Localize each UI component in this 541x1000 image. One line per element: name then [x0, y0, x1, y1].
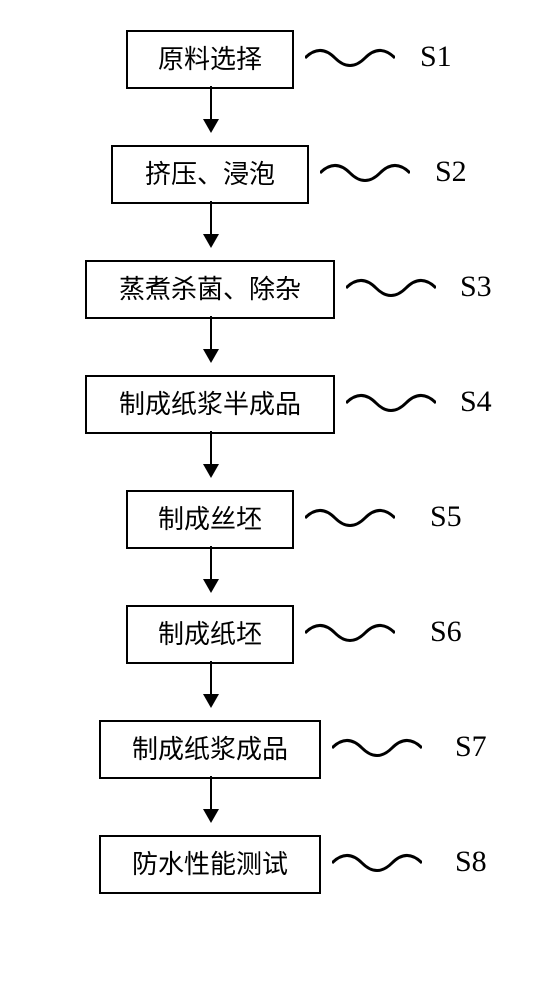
- box-label: 蒸煮杀菌、除杂: [119, 275, 301, 304]
- step-label: S4: [460, 385, 492, 419]
- squiggle-connector: [332, 843, 422, 883]
- step-label: S6: [430, 615, 462, 649]
- box-s3: 蒸煮杀菌、除杂: [85, 260, 335, 319]
- step-label: S3: [460, 270, 492, 304]
- box-label: 制成丝坯: [158, 505, 262, 534]
- step-label: S8: [455, 845, 487, 879]
- box-s7: 制成纸浆成品: [99, 720, 321, 779]
- box-s4: 制成纸浆半成品: [85, 375, 335, 434]
- arrow: [210, 661, 212, 706]
- arrow: [210, 776, 212, 821]
- box-label: 挤压、浸泡: [145, 160, 275, 189]
- box-s5: 制成丝坯: [126, 490, 294, 549]
- squiggle-connector: [305, 498, 395, 538]
- arrow: [210, 201, 212, 246]
- box-s8: 防水性能测试: [99, 835, 321, 894]
- box-label: 制成纸浆半成品: [119, 390, 301, 419]
- box-label: 制成纸坯: [158, 620, 262, 649]
- box-s1: 原料选择: [126, 30, 294, 89]
- arrow: [210, 86, 212, 131]
- box-label: 原料选择: [158, 45, 262, 74]
- arrow: [210, 431, 212, 476]
- step-label: S1: [420, 40, 452, 74]
- arrow: [210, 546, 212, 591]
- squiggle-connector: [346, 268, 436, 308]
- step-label: S7: [455, 730, 487, 764]
- squiggle-connector: [332, 728, 422, 768]
- box-label: 制成纸浆成品: [132, 735, 288, 764]
- squiggle-connector: [305, 38, 395, 78]
- box-s6: 制成纸坯: [126, 605, 294, 664]
- arrow: [210, 316, 212, 361]
- squiggle-connector: [346, 383, 436, 423]
- step-label: S5: [430, 500, 462, 534]
- step-label: S2: [435, 155, 467, 189]
- box-label: 防水性能测试: [132, 850, 288, 879]
- box-s2: 挤压、浸泡: [111, 145, 309, 204]
- squiggle-connector: [305, 613, 395, 653]
- squiggle-connector: [320, 153, 410, 193]
